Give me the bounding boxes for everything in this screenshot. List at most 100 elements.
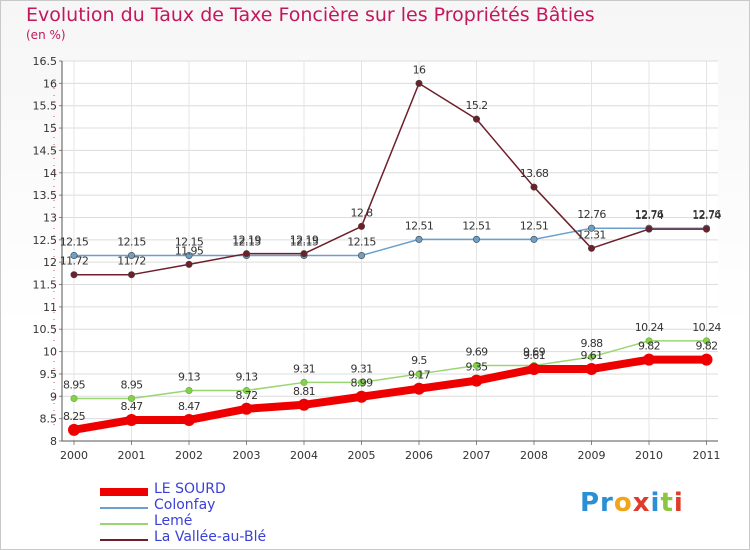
data-label: 9.13: [235, 370, 258, 383]
data-point: [357, 251, 365, 259]
data-point: [183, 413, 195, 426]
data-label: 12.15: [60, 235, 89, 248]
data-label: 9.61: [580, 349, 602, 362]
data-point: [700, 353, 713, 366]
data-point: [472, 115, 480, 123]
data-point: [587, 353, 595, 361]
y-tick-label: 12.5: [33, 234, 58, 247]
data-point: [128, 395, 136, 403]
data-label: 12.76: [577, 208, 606, 221]
data-point: [528, 363, 540, 376]
y-tick-label: 12: [43, 256, 57, 269]
data-label: 9.17: [408, 369, 431, 382]
data-label: 12.15: [175, 235, 204, 248]
data-point: [185, 260, 193, 268]
data-point: [68, 423, 80, 436]
data-label: 12.19: [232, 234, 261, 247]
x-tick-label: 2009: [578, 449, 606, 462]
chart-title: Evolution du Taux de Taxe Foncière sur l…: [26, 4, 595, 26]
data-point: [415, 79, 423, 87]
data-point: [643, 353, 655, 366]
data-label: 12.76: [635, 208, 664, 221]
data-label: 8.95: [63, 379, 86, 392]
x-tick-label: 2011: [693, 449, 721, 462]
data-label: 12.19: [290, 234, 319, 247]
data-label: 16: [413, 63, 426, 76]
data-label: 13.68: [520, 167, 549, 180]
data-point: [128, 271, 136, 279]
data-label: 12.76: [692, 208, 721, 221]
data-point: [185, 251, 193, 259]
legend-label: LE SOURD: [154, 481, 226, 497]
data-label: 9.82: [638, 340, 660, 353]
data-point: [587, 244, 595, 252]
data-label: 12.31: [577, 228, 606, 241]
data-label: 8.99: [350, 377, 373, 390]
data-label: 11.72: [60, 255, 89, 268]
data-point: [585, 363, 598, 376]
data-point: [128, 251, 136, 259]
x-tick-label: 2003: [233, 449, 261, 462]
y-tick-label: 13: [43, 211, 57, 224]
legend-swatch-le-sourd: [100, 488, 148, 496]
legend-swatch-colonfay: [100, 507, 148, 509]
series-line-2: [73, 340, 708, 400]
data-label: 9.31: [293, 362, 315, 375]
y-tick-label: 14.5: [33, 144, 58, 157]
y-tick-label: 8.5: [40, 413, 58, 426]
legend-swatch-leme: [100, 523, 148, 525]
y-tick-label: 10: [43, 346, 57, 359]
data-point: [415, 235, 423, 243]
data-point: [702, 225, 710, 233]
y-unit-label: (en %): [26, 28, 66, 42]
x-tick-label: 2005: [348, 449, 376, 462]
data-point: [472, 235, 480, 243]
x-tick-label: 2010: [635, 449, 663, 462]
y-tick-label: 16: [43, 77, 57, 90]
data-point: [645, 337, 653, 345]
data-point: [357, 378, 365, 386]
data-point: [415, 370, 423, 378]
data-label: 9.31: [350, 362, 372, 375]
data-point: [645, 225, 653, 233]
data-point: [125, 413, 138, 426]
data-point: [243, 386, 251, 394]
legend-label: La Vallée-au-Blé: [154, 529, 267, 545]
data-point: [243, 250, 251, 258]
proxiti-logo: Proxiti: [580, 488, 684, 518]
legend-label: Lemé: [154, 513, 193, 529]
data-point: [240, 402, 253, 415]
data-label: 12.15: [117, 235, 146, 248]
data-label: 12.51: [405, 219, 434, 232]
data-label: 12.74: [635, 209, 664, 222]
data-label: 8.47: [120, 400, 143, 413]
data-label: 12.51: [462, 219, 491, 232]
x-tick-label: 2004: [290, 449, 318, 462]
data-point: [413, 382, 425, 395]
data-label: 8.72: [235, 389, 257, 402]
data-label: 10.24: [692, 321, 721, 334]
data-point: [185, 386, 193, 394]
data-point: [70, 271, 78, 279]
data-label: 12.51: [520, 219, 549, 232]
data-label: 10.24: [635, 321, 664, 334]
data-label: 9.69: [523, 345, 546, 358]
y-tick-label: 16.5: [33, 55, 58, 68]
y-tick-label: 11: [43, 301, 57, 314]
data-point: [587, 224, 595, 232]
data-label: 9.13: [178, 370, 201, 383]
data-point: [357, 222, 365, 230]
series-line-1: [73, 227, 708, 257]
y-tick-label: 10.5: [33, 323, 58, 336]
data-label: 12.8: [350, 206, 373, 219]
data-label: 12.15: [232, 235, 261, 248]
data-label: 8.81: [293, 385, 315, 398]
data-point: [298, 398, 310, 411]
data-label: 8.95: [120, 379, 143, 392]
y-tick-label: 14: [43, 167, 57, 180]
y-tick-label: 8: [50, 435, 57, 448]
x-tick-label: 2006: [405, 449, 433, 462]
data-point: [355, 390, 368, 403]
y-tick-label: 9.5: [40, 368, 58, 381]
